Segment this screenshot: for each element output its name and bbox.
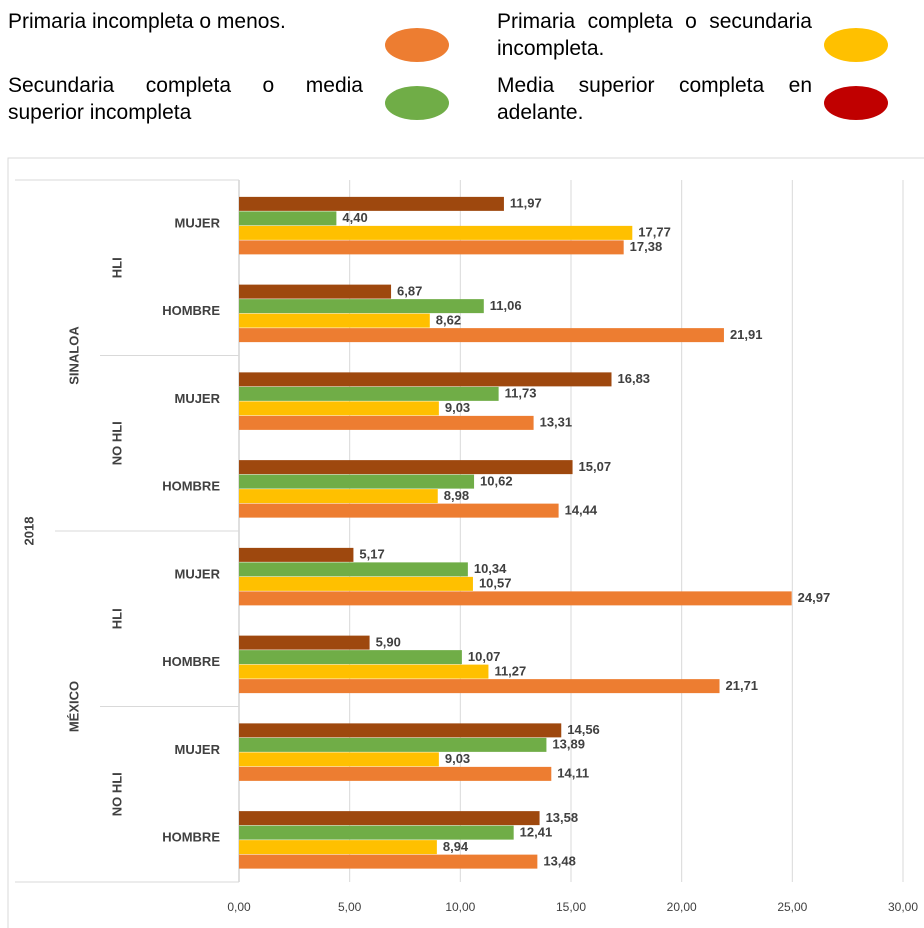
- bar: [239, 284, 392, 299]
- value-label: 4,40: [342, 210, 367, 225]
- value-label: 9,03: [445, 751, 470, 766]
- subgroup-label: HLI: [109, 608, 124, 629]
- bar: [239, 811, 540, 826]
- subgroup-label: NO HLI: [109, 772, 124, 816]
- bar: [239, 299, 484, 314]
- bar: [239, 679, 720, 694]
- category-label: MUJER: [174, 566, 220, 581]
- bar: [239, 313, 430, 328]
- value-label: 17,77: [638, 225, 671, 240]
- value-label: 16,83: [618, 371, 651, 386]
- category-label: HOMBRE: [162, 654, 220, 669]
- x-tick-label: 5,00: [338, 900, 362, 914]
- bar: [239, 854, 538, 869]
- x-tick-label: 25,00: [777, 900, 807, 914]
- category-label: HOMBRE: [162, 830, 220, 845]
- value-label: 8,62: [436, 312, 461, 327]
- value-label: 13,58: [546, 810, 579, 825]
- value-label: 14,11: [557, 766, 589, 781]
- x-tick-label: 10,00: [445, 900, 475, 914]
- group-label: SINALOA: [66, 326, 81, 385]
- year-label: 2018: [21, 517, 36, 546]
- group-label: MÉXICO: [66, 681, 81, 732]
- bar: [239, 635, 370, 650]
- legend-swatch: [824, 86, 888, 120]
- bar: [239, 562, 468, 577]
- bar: [239, 474, 475, 489]
- bar: [239, 328, 724, 343]
- x-tick-label: 0,00: [227, 900, 251, 914]
- value-label: 9,03: [445, 400, 470, 415]
- value-label: 10,62: [480, 473, 513, 488]
- bar: [239, 737, 547, 752]
- bar: [239, 415, 534, 430]
- value-label: 10,34: [474, 561, 507, 576]
- bar: [239, 460, 573, 475]
- bar: [239, 650, 462, 665]
- value-label: 13,31: [540, 415, 573, 430]
- value-label: 13,89: [552, 737, 585, 752]
- bar: [239, 503, 559, 518]
- value-label: 6,87: [397, 283, 422, 298]
- category-label: MUJER: [174, 391, 220, 406]
- category-label: HOMBRE: [162, 479, 220, 494]
- value-label: 10,07: [468, 649, 501, 664]
- legend-label: Primaria completa o secundaria incomplet…: [497, 10, 812, 60]
- value-label: 8,98: [444, 488, 469, 503]
- value-label: 10,57: [479, 576, 512, 591]
- bar: [239, 576, 473, 591]
- value-label: 5,17: [359, 547, 384, 562]
- value-label: 24,97: [798, 590, 831, 605]
- value-label: 11,97: [510, 196, 542, 211]
- x-tick-label: 15,00: [556, 900, 586, 914]
- bar: [239, 225, 633, 240]
- value-label: 5,90: [376, 634, 401, 649]
- bar: [239, 664, 489, 679]
- legend-swatch: [385, 28, 449, 62]
- value-label: 21,91: [730, 327, 763, 342]
- subgroup-label: NO HLI: [109, 421, 124, 465]
- bar: [239, 211, 337, 226]
- bar: [239, 196, 504, 211]
- value-label: 11,27: [494, 663, 526, 678]
- bar: [239, 752, 439, 767]
- bar: [239, 825, 514, 840]
- value-label: 15,07: [579, 459, 612, 474]
- value-label: 11,73: [505, 386, 537, 401]
- bar: [239, 591, 792, 606]
- bar: [239, 372, 612, 387]
- category-label: MUJER: [174, 742, 220, 757]
- value-label: 11,06: [490, 298, 522, 313]
- value-label: 14,44: [565, 502, 598, 517]
- legend-swatch: [385, 86, 449, 120]
- x-tick-label: 20,00: [667, 900, 697, 914]
- legend-swatch: [824, 28, 888, 62]
- category-label: MUJER: [174, 215, 220, 230]
- legend-label: Secundaria completa o media superior inc…: [8, 74, 363, 124]
- value-label: 13,48: [543, 853, 576, 868]
- x-tick-label: 30,00: [888, 900, 918, 914]
- bar: [239, 386, 499, 401]
- bar: [239, 766, 552, 781]
- value-label: 8,94: [443, 839, 469, 854]
- bar: [239, 240, 624, 255]
- bar: [239, 401, 439, 416]
- subgroup-label: HLI: [109, 257, 124, 278]
- bar: [239, 547, 354, 562]
- legend-label: Media superior completa en adelante.: [497, 74, 812, 124]
- value-label: 21,71: [726, 678, 759, 693]
- legend-label: Primaria incompleta o menos.: [8, 10, 286, 33]
- bar: [239, 489, 438, 504]
- value-label: 14,56: [567, 722, 600, 737]
- value-label: 12,41: [520, 824, 553, 839]
- value-label: 17,38: [630, 239, 663, 254]
- bar: [239, 840, 437, 855]
- category-label: HOMBRE: [162, 303, 220, 318]
- bar: [239, 723, 562, 738]
- chart-border: [7, 157, 924, 928]
